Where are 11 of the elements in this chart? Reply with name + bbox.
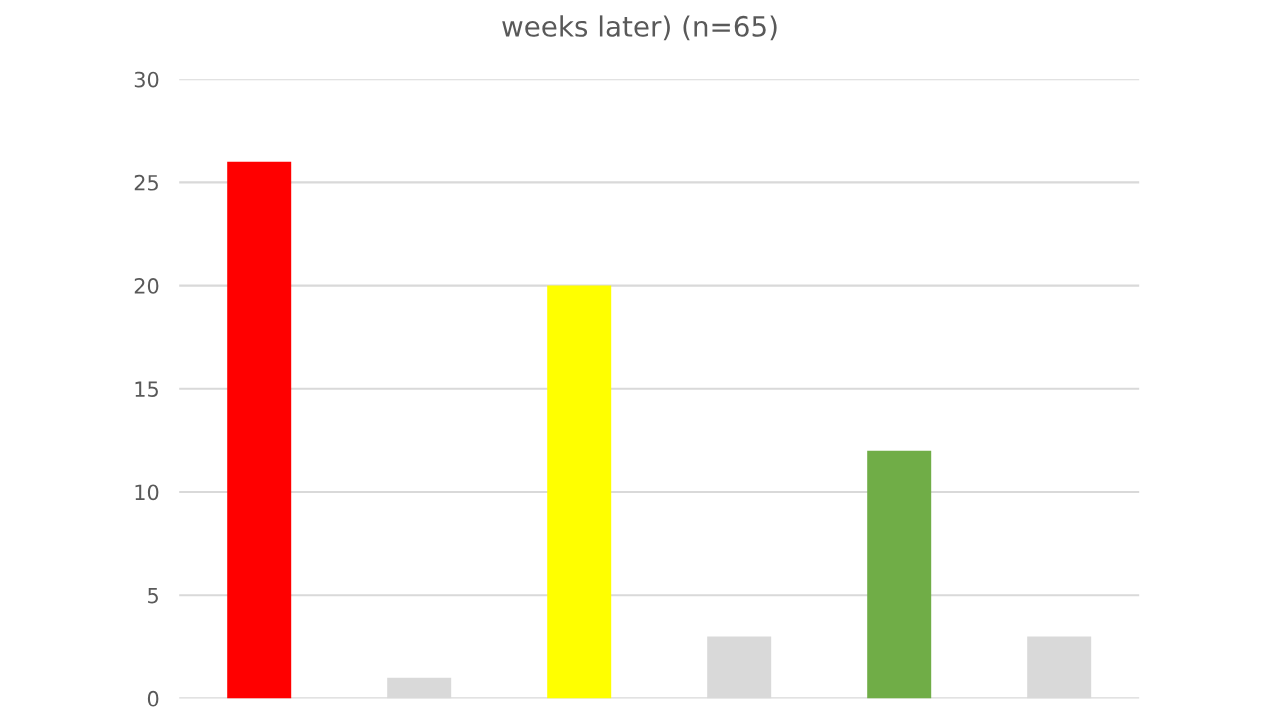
y-tick-label: 15 — [135, 381, 158, 398]
bar — [547, 285, 612, 699]
y-tick-label: 5 — [148, 587, 158, 604]
y-tick-label: 30 — [134, 71, 159, 88]
y-tick-label: 0 — [147, 690, 159, 707]
bar — [867, 450, 932, 699]
y-tick-label: 10 — [135, 484, 159, 501]
y-tick-label: 20 — [134, 278, 159, 294]
y-tick-label: 25 — [134, 174, 158, 191]
chart-title: weeks later) (n=65) — [502, 15, 777, 41]
bar — [227, 161, 292, 699]
